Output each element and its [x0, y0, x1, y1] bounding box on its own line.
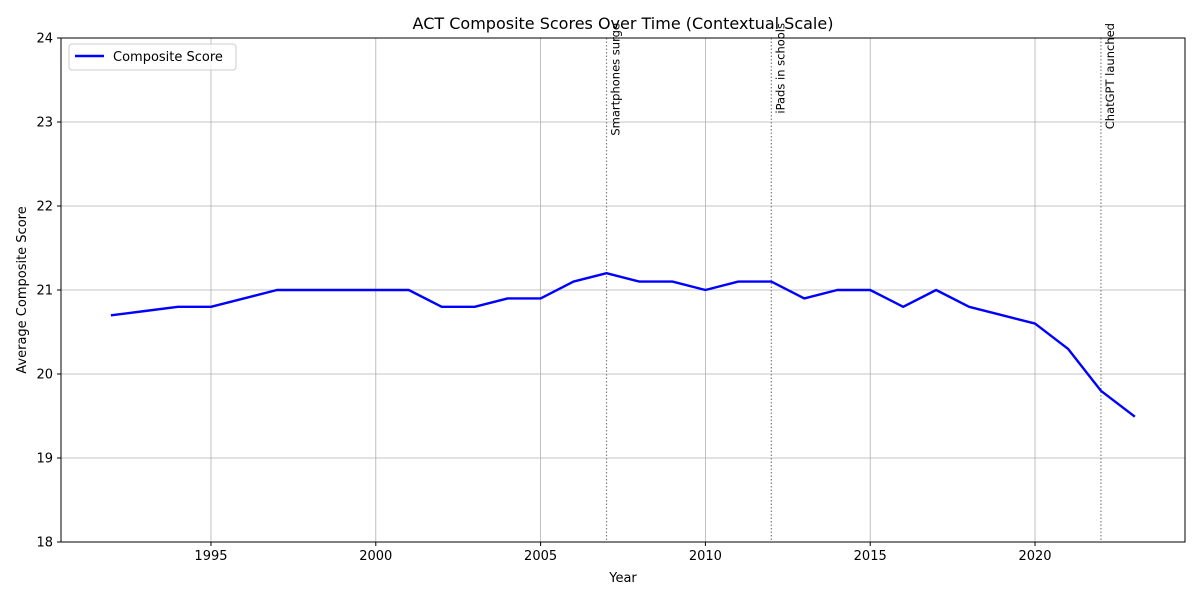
- chart-title: ACT Composite Scores Over Time (Contextu…: [413, 14, 834, 33]
- y-tick-label: 20: [36, 368, 53, 383]
- legend-label: Composite Score: [113, 50, 223, 65]
- y-tick-label: 22: [36, 200, 53, 215]
- annotations: Smartphones surge iPads in schools ChatGPT…: [605, 23, 1117, 542]
- y-tick-label: 19: [36, 452, 53, 467]
- annotation-label: ChatGPT launched: [1103, 23, 1117, 129]
- y-tick-label: 21: [36, 284, 53, 299]
- y-tick-label: 24: [36, 32, 53, 47]
- y-axis-title: Average Composite Score: [15, 206, 30, 373]
- x-tick-label: 2010: [689, 549, 722, 564]
- x-tick-label: 2015: [854, 549, 887, 564]
- y-tick-label: 18: [36, 536, 53, 551]
- legend: Composite Score: [68, 43, 237, 71]
- legend-box: [68, 43, 237, 71]
- x-tick-label: 2020: [1018, 549, 1051, 564]
- series-layer: [110, 272, 1136, 418]
- ticks: 1995 2000 2005 2010 2015 2020 18 19 20 21 22 23 24: [36, 32, 1051, 565]
- annotation-label: Smartphones surge: [609, 23, 623, 136]
- series-line: [110, 272, 1136, 418]
- x-tick-label: 2000: [359, 549, 392, 564]
- annotation-label: iPads in schools: [773, 23, 787, 114]
- x-axis-title: Year: [608, 571, 637, 586]
- x-tick-label: 1995: [194, 549, 227, 564]
- y-tick-label: 23: [36, 116, 53, 131]
- x-tick-label: 2005: [524, 549, 557, 564]
